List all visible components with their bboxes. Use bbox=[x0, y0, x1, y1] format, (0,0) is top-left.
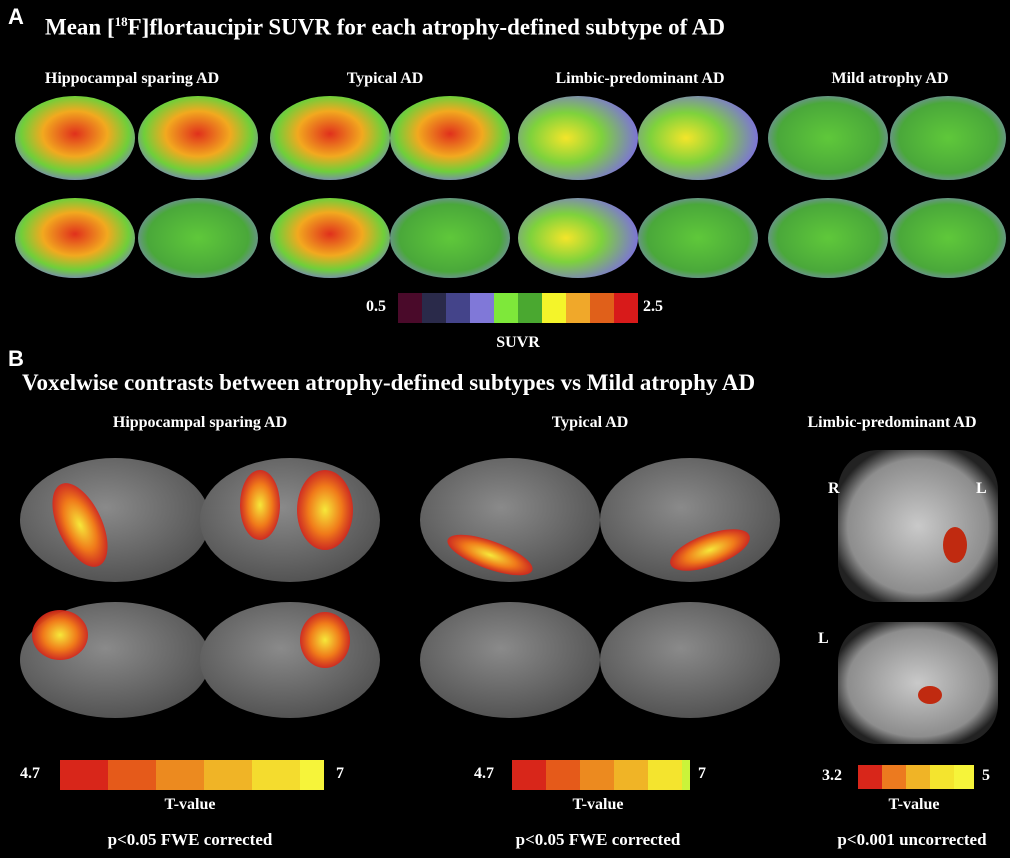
colorbar-min: 3.2 bbox=[822, 767, 842, 785]
group-name: Hippocampal sparing AD bbox=[113, 414, 287, 432]
orientation-label: L bbox=[818, 630, 829, 648]
orientation-label: R bbox=[828, 480, 840, 498]
colorbar-label: T-value bbox=[573, 796, 624, 814]
colorbar-max: 7 bbox=[698, 765, 706, 783]
panel-a-brains bbox=[15, 96, 1006, 278]
suvr-colorbar bbox=[398, 293, 638, 323]
panel-title: Voxelwise contrasts between atrophy-defi… bbox=[22, 370, 755, 396]
title-sup: 18 bbox=[115, 14, 128, 29]
title-part: F]flortaucipir SUVR for each atrophy-def… bbox=[128, 15, 725, 40]
panel-title: Mean [18F]flortaucipir SUVR for each atr… bbox=[45, 14, 725, 41]
significance-note: p<0.05 FWE corrected bbox=[516, 830, 681, 850]
subtype-name: Hippocampal sparing AD bbox=[45, 70, 219, 88]
brain bbox=[15, 198, 135, 278]
subtype-name: Limbic-predominant AD bbox=[555, 70, 724, 88]
brain bbox=[890, 198, 1006, 278]
colorbar-label: SUVR bbox=[496, 334, 540, 352]
brain bbox=[15, 96, 135, 180]
brain bbox=[138, 96, 258, 180]
brain bbox=[390, 198, 510, 278]
brain bbox=[890, 96, 1006, 180]
significance-note: p<0.001 uncorrected bbox=[837, 830, 986, 850]
brain bbox=[768, 198, 888, 278]
page: Flortaucipir SUVR figure html,body{margi… bbox=[0, 0, 1010, 858]
colorbar-min: 0.5 bbox=[366, 298, 386, 316]
brain bbox=[270, 198, 390, 278]
group-name: Typical AD bbox=[552, 414, 629, 432]
brain bbox=[518, 198, 638, 278]
brain bbox=[138, 198, 258, 278]
title-part: Mean [ bbox=[45, 15, 115, 40]
brain bbox=[270, 96, 390, 180]
panel-b-brains bbox=[20, 450, 998, 744]
panel-label: B bbox=[8, 346, 24, 372]
subtype-name: Mild atrophy AD bbox=[831, 70, 948, 88]
colorbar-min: 4.7 bbox=[20, 765, 40, 783]
colorbar-max: 5 bbox=[982, 767, 990, 785]
panel-label: A bbox=[8, 4, 24, 30]
brain bbox=[518, 96, 638, 180]
brain bbox=[768, 96, 888, 180]
orientation-label: L bbox=[976, 480, 987, 498]
colorbar-label: T-value bbox=[889, 796, 940, 814]
brain bbox=[638, 96, 758, 180]
significance-note: p<0.05 FWE corrected bbox=[108, 830, 273, 850]
body: {"panel_a":{"label":"A","title_prefix":"… bbox=[0, 0, 1010, 858]
figure: A Mean [18F]flortaucipir SUVR for each a… bbox=[0, 0, 1010, 858]
subtype-name: Typical AD bbox=[347, 70, 424, 88]
colorbar-max: 2.5 bbox=[643, 298, 663, 316]
colorbar-max: 7 bbox=[336, 765, 344, 783]
group-name: Limbic-predominant AD bbox=[807, 414, 976, 432]
colorbar-label: T-value bbox=[165, 796, 216, 814]
brain bbox=[390, 96, 510, 180]
brain bbox=[638, 198, 758, 278]
colorbar-min: 4.7 bbox=[474, 765, 494, 783]
